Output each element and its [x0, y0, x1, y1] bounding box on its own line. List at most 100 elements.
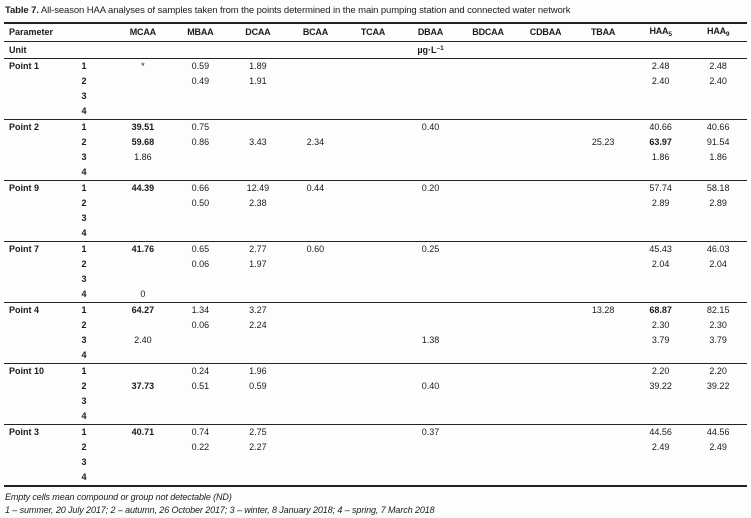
value-cell [574, 470, 632, 486]
value-cell [574, 440, 632, 455]
table-row: Point 10 1 0.24 1.96 2.20 2.20 [4, 363, 747, 379]
season-number: 2 [81, 137, 87, 147]
value-cell [402, 226, 460, 242]
value-cell [287, 287, 345, 303]
value-cell [517, 318, 575, 333]
point-label [4, 196, 54, 211]
header-row: Parameter MCAA MBAA DCAA BCAA TCAA DBAA BDCAA CD… [4, 23, 747, 42]
table-row: Point 3 1 40.71 0.74 2.75 0.37 44.56 44.56 [4, 424, 747, 440]
value-cell [632, 226, 690, 242]
point-label [4, 104, 54, 120]
table-row: 4 [4, 470, 747, 486]
season-number: 3 [81, 274, 87, 284]
table-row: 2 0.06 1.97 2.04 2.04 [4, 257, 747, 272]
season-number: 3 [81, 335, 87, 345]
value-cell: 0.24 [171, 363, 230, 379]
value-cell [459, 135, 517, 150]
value-cell [517, 455, 575, 470]
value-cell [172, 455, 230, 470]
value-cell [286, 58, 345, 74]
value-cell [689, 89, 747, 104]
value-cell [459, 363, 517, 379]
value-cell [286, 363, 345, 379]
value-cell [344, 119, 402, 135]
value-cell [459, 165, 517, 181]
value-cell [574, 363, 632, 379]
value-cell [632, 89, 690, 104]
point-label [4, 287, 54, 303]
value-cell [344, 135, 402, 150]
value-cell [459, 150, 517, 165]
value-cell [402, 318, 460, 333]
value-cell: 0.37 [401, 424, 460, 440]
value-cell [517, 394, 575, 409]
table-row: 4 [4, 409, 747, 425]
point-label [4, 318, 54, 333]
point-label [4, 455, 54, 470]
value-cell: 0.74 [171, 424, 230, 440]
value-cell [459, 89, 517, 104]
value-cell: 46.03 [689, 241, 747, 257]
value-cell [344, 104, 402, 120]
value-cell [402, 74, 460, 89]
value-cell: 39.51 [114, 119, 172, 135]
value-cell [459, 348, 517, 364]
value-cell [344, 150, 402, 165]
footnote-season-key: 1 – summer, 20 July 2017; 2 – autumn, 26… [5, 505, 435, 515]
value-cell [344, 180, 402, 196]
value-cell: 0.65 [171, 241, 230, 257]
value-cell [574, 272, 632, 287]
value-cell [287, 196, 345, 211]
value-cell [574, 89, 632, 104]
value-cell: 0.75 [171, 119, 230, 135]
value-cell: 1.34 [171, 302, 230, 318]
value-cell [459, 180, 517, 196]
value-cell [632, 211, 690, 226]
value-cell [632, 455, 690, 470]
value-cell [574, 58, 632, 74]
value-cell [517, 211, 575, 226]
table-row: 3 [4, 89, 747, 104]
value-cell: 59.68 [131, 137, 155, 147]
value-cell [402, 196, 460, 211]
unit-label: Unit [4, 41, 115, 59]
value-cell [517, 440, 575, 455]
value-cell [114, 226, 172, 242]
season-number: 1 [54, 180, 115, 196]
value-cell: 44.56 [689, 424, 747, 440]
value-cell [286, 302, 345, 318]
value-cell [344, 409, 402, 425]
column-header-HAA9: HAA9 [689, 23, 747, 42]
season-number: 2 [81, 381, 87, 391]
table-head: Parameter MCAA MBAA DCAA BCAA TCAA DBAA BDCAA CD… [4, 23, 747, 59]
value-cell [114, 440, 172, 455]
value-cell: 63.97 [649, 137, 672, 147]
value-cell [402, 104, 460, 120]
column-header-BDCAA: BDCAA [459, 23, 517, 42]
value-cell [516, 119, 575, 135]
value-cell [172, 287, 230, 303]
value-cell [632, 394, 690, 409]
value-cell: 0.20 [401, 180, 460, 196]
value-cell [632, 272, 690, 287]
value-cell [287, 379, 345, 394]
value-cell [459, 455, 517, 470]
table-row: 2 59.68 0.86 3.43 2.34 25.23 63.97 91.54 [4, 135, 747, 150]
haa-results-table: Parameter MCAA MBAA DCAA BCAA TCAA DBAA BDCAA CD… [4, 22, 747, 487]
point-label [4, 272, 54, 287]
value-cell [689, 409, 747, 425]
value-cell: 2.77 [229, 241, 287, 257]
value-cell [401, 58, 460, 74]
value-cell [287, 226, 345, 242]
value-cell [574, 165, 632, 181]
table-row: 4 [4, 348, 747, 364]
value-cell [402, 165, 460, 181]
value-cell [172, 104, 230, 120]
value-cell [344, 348, 402, 364]
season-number: 4 [81, 106, 87, 116]
value-cell: 2.49 [709, 442, 727, 452]
column-header-DBAA: DBAA [401, 23, 460, 42]
season-number: 4 [81, 411, 87, 421]
table-row: 3 [4, 272, 747, 287]
value-cell [517, 257, 575, 272]
